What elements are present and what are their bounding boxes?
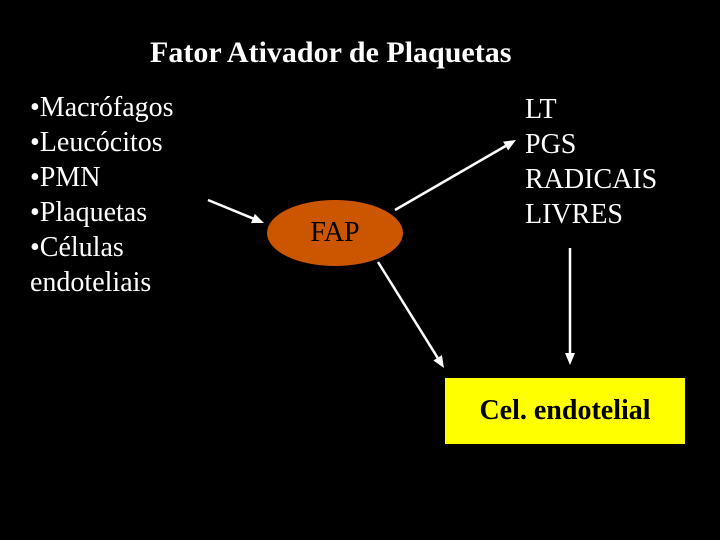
left-list-item: •Plaquetas xyxy=(30,195,174,230)
left-list-item: •Macrófagos xyxy=(30,90,174,125)
page-title: Fator Ativador de Plaquetas xyxy=(150,36,511,70)
arrow-head xyxy=(251,214,264,223)
fap-label: FAP xyxy=(310,217,359,249)
right-list-item: LT xyxy=(525,92,657,127)
endothelial-label: Cel. endotelial xyxy=(479,395,650,427)
arrow-head xyxy=(503,140,516,150)
left-list-item: •PMN xyxy=(30,160,174,195)
arrow-head xyxy=(433,355,444,368)
right-products-list: LTPGSRADICAISLIVRES xyxy=(525,92,657,232)
fap-node: FAP xyxy=(265,198,405,268)
arrow-head xyxy=(565,353,575,365)
right-list-item: RADICAISLIVRES xyxy=(525,162,657,232)
left-list-item: •Leucócitos xyxy=(30,125,174,160)
arrow-line xyxy=(378,262,438,358)
right-list-item: PGS xyxy=(525,127,657,162)
arrow-line xyxy=(395,146,506,210)
endothelial-box: Cel. endotelial xyxy=(445,378,685,444)
left-source-list: •Macrófagos•Leucócitos•PMN•Plaquetas•Cél… xyxy=(30,90,174,300)
left-list-item: •Célulasendoteliais xyxy=(30,230,174,300)
arrow-line xyxy=(208,200,253,218)
